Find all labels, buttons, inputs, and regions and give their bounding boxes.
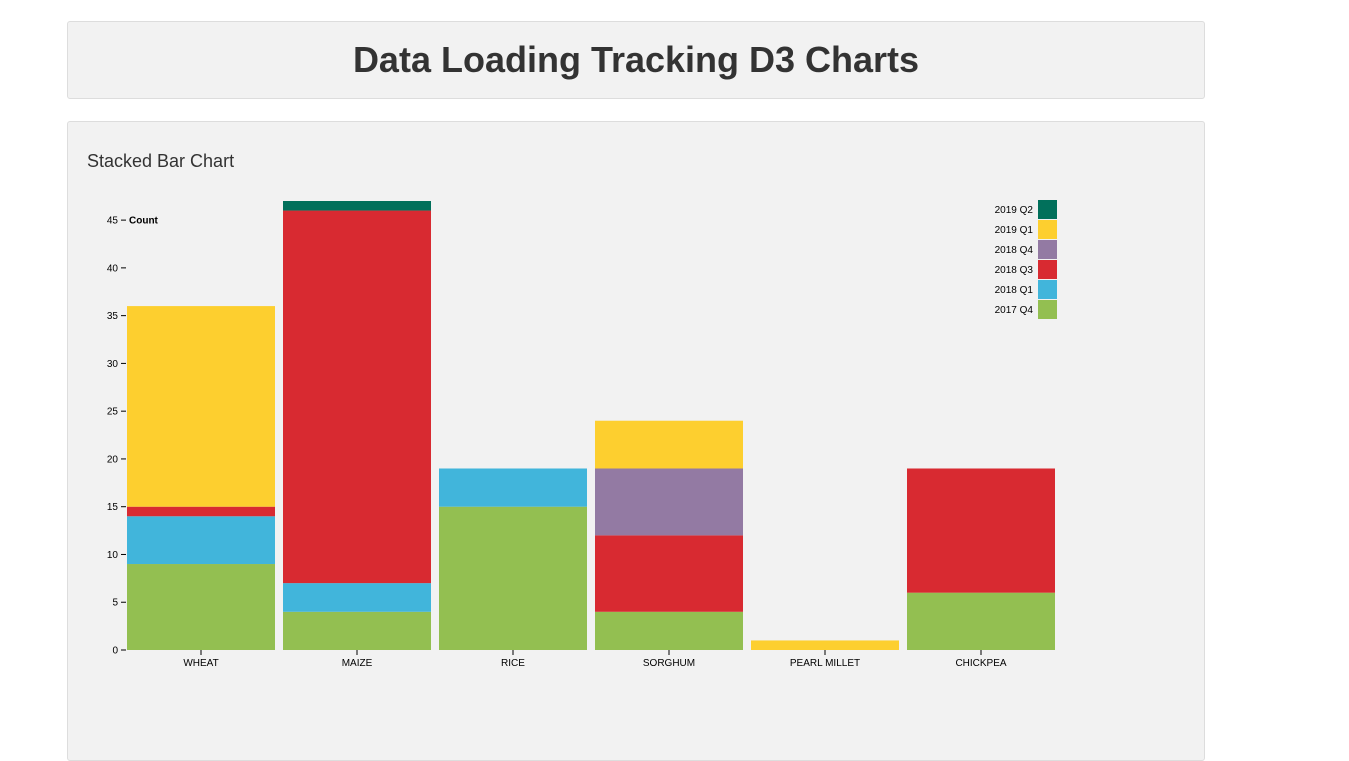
- x-tick-label: PEARL MILLET: [790, 658, 860, 669]
- bar-segment: [595, 468, 743, 536]
- bar-segment: [283, 210, 431, 584]
- bar-segment: [595, 535, 743, 612]
- header-panel: Data Loading Tracking D3 Charts: [67, 21, 1205, 99]
- y-axis-label: Count: [129, 216, 159, 227]
- y-tick-label: 20: [107, 454, 119, 465]
- bar-segment: [127, 506, 275, 517]
- y-tick-label: 0: [112, 646, 118, 657]
- legend-label: 2018 Q1: [995, 285, 1034, 296]
- bar-segment: [127, 516, 275, 565]
- bar-segment: [283, 583, 431, 612]
- legend-swatch: [1038, 280, 1057, 299]
- legend-label: 2017 Q4: [995, 305, 1034, 316]
- chart-panel: Stacked Bar Chart 0 5 10 15 20 25 30 35 40 45 Coun…: [67, 121, 1205, 761]
- y-tick-label: 15: [107, 502, 119, 513]
- y-tick-label: 5: [112, 598, 118, 609]
- legend-label: 2019 Q2: [995, 205, 1034, 216]
- stacked-bar-chart: 0 5 10 15 20 25 30 35 40 45 Count WHEAT MAIZE RICE SOR…: [107, 200, 1057, 669]
- y-tick-label: 45: [107, 216, 119, 227]
- bar-segment: [439, 468, 587, 507]
- bar-segment: [595, 611, 743, 650]
- x-tick-label: RICE: [501, 658, 525, 669]
- y-tick-label: 30: [107, 359, 119, 370]
- legend-swatch: [1038, 300, 1057, 319]
- page-title: Data Loading Tracking D3 Charts: [352, 39, 920, 80]
- bar-segment: [127, 306, 275, 507]
- bar-segment: [907, 468, 1055, 593]
- legend-swatch: [1038, 260, 1057, 279]
- legend-label: 2018 Q3: [995, 265, 1034, 276]
- legend-swatch: [1038, 220, 1057, 239]
- legend-swatch: [1038, 240, 1057, 259]
- x-tick-label: MAIZE: [342, 658, 373, 669]
- legend-swatch: [1038, 200, 1057, 219]
- bar-segment: [127, 564, 275, 650]
- y-tick-label: 10: [107, 550, 119, 561]
- bar-segment: [283, 611, 431, 650]
- bar-segment: [907, 592, 1055, 650]
- x-tick-label: WHEAT: [183, 658, 218, 669]
- y-tick-label: 25: [107, 407, 119, 418]
- bar-segment: [439, 506, 587, 650]
- legend-label: 2019 Q1: [995, 225, 1034, 236]
- bar-segment: [595, 420, 743, 469]
- y-tick-label: 35: [107, 311, 119, 322]
- legend-label: 2018 Q4: [995, 245, 1034, 256]
- x-tick-label: CHICKPEA: [955, 658, 1006, 669]
- bar-segment: [751, 640, 899, 650]
- x-tick-label: SORGHUM: [643, 658, 695, 669]
- y-tick-label: 40: [107, 263, 119, 274]
- chart-panel-title: Stacked Bar Chart: [87, 151, 235, 171]
- bar-segment: [283, 201, 431, 211]
